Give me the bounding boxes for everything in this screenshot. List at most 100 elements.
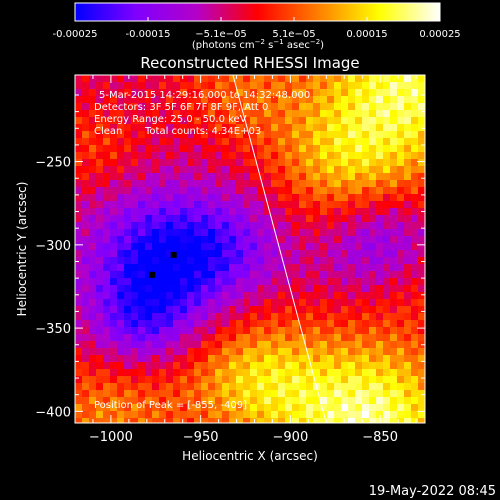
- heatmap-cell: [194, 131, 202, 139]
- heatmap-cell: [173, 89, 181, 97]
- heatmap-cell: [138, 243, 146, 251]
- heatmap-cell: [390, 257, 398, 265]
- heatmap-cell: [257, 264, 265, 272]
- heatmap-cell: [208, 236, 216, 244]
- heatmap-cell: [96, 152, 104, 160]
- heatmap-cell: [222, 404, 230, 412]
- heatmap-cell: [222, 250, 230, 258]
- heatmap-cell: [117, 166, 125, 174]
- heatmap-cell: [173, 138, 181, 146]
- heatmap-cell: [89, 215, 97, 223]
- heatmap-cell: [131, 222, 139, 230]
- heatmap-cell: [89, 194, 97, 202]
- heatmap-cell: [348, 327, 356, 335]
- heatmap-cell: [334, 418, 342, 423]
- heatmap-cell: [390, 313, 398, 321]
- heatmap-cell: [264, 313, 272, 321]
- heatmap-cell: [194, 334, 202, 342]
- heatmap-cell: [222, 390, 230, 398]
- heatmap-cell: [75, 145, 83, 153]
- heatmap-cell: [152, 341, 160, 349]
- heatmap-cell: [243, 236, 251, 244]
- heatmap-cell: [271, 320, 279, 328]
- heatmap-cell: [82, 82, 90, 90]
- heatmap-cell: [341, 180, 349, 188]
- heatmap-cell: [173, 194, 181, 202]
- heatmap-cell: [96, 187, 104, 195]
- heatmap-cell: [313, 173, 321, 181]
- heatmap-cell: [264, 124, 272, 132]
- heatmap-cell: [418, 110, 425, 118]
- heatmap-cell: [110, 292, 118, 300]
- heatmap-cell: [180, 390, 188, 398]
- heatmap-cell: [397, 110, 405, 118]
- heatmap-cell: [82, 201, 90, 209]
- heatmap-cell: [131, 397, 139, 405]
- heatmap-cell: [418, 411, 425, 419]
- heatmap-cell: [124, 264, 132, 272]
- heatmap-cell: [229, 131, 237, 139]
- heatmap-cell: [82, 110, 90, 118]
- heatmap-cell: [271, 138, 279, 146]
- heatmap-cell: [173, 236, 181, 244]
- heatmap-cell: [201, 341, 209, 349]
- heatmap-cell: [299, 138, 307, 146]
- heatmap-cell: [299, 348, 307, 356]
- heatmap-cell: [124, 138, 132, 146]
- heatmap-cell: [222, 334, 230, 342]
- heatmap-cell: [341, 341, 349, 349]
- heatmap-cell: [222, 411, 230, 419]
- heatmap-cell: [187, 229, 195, 237]
- heatmap-cell: [383, 299, 391, 307]
- heatmap-cell: [110, 110, 118, 118]
- heatmap-cell: [257, 257, 265, 265]
- heatmap-cell: [138, 180, 146, 188]
- heatmap-cell: [208, 306, 216, 314]
- heatmap-cell: [390, 96, 398, 104]
- heatmap-cell: [82, 229, 90, 237]
- heatmap-cell: [292, 362, 300, 370]
- x-tick-label: −950: [183, 430, 219, 445]
- heatmap-cell: [369, 334, 377, 342]
- heatmap-cell: [138, 187, 146, 195]
- heatmap-cell: [355, 215, 363, 223]
- heatmap-cell: [96, 411, 104, 419]
- heatmap-cell: [418, 117, 425, 125]
- heatmap-cell: [390, 131, 398, 139]
- heatmap-cell: [348, 159, 356, 167]
- heatmap-cell: [194, 110, 202, 118]
- heatmap-cell: [411, 390, 419, 398]
- heatmap-cell: [313, 418, 321, 423]
- heatmap-cell: [369, 201, 377, 209]
- heatmap-cell: [341, 159, 349, 167]
- heatmap-cell: [110, 341, 118, 349]
- heatmap-cell: [138, 362, 146, 370]
- heatmap-cell: [278, 313, 286, 321]
- heatmap-cell: [320, 215, 328, 223]
- heatmap-cell: [404, 89, 412, 97]
- heatmap-cell: [348, 271, 356, 279]
- heatmap-cell: [376, 278, 384, 286]
- heatmap-cell: [222, 369, 230, 377]
- heatmap-cell: [159, 285, 167, 293]
- heatmap-cell: [173, 75, 181, 83]
- heatmap-cell: [75, 103, 83, 111]
- heatmap-cell: [124, 411, 132, 419]
- heatmap-cell: [89, 152, 97, 160]
- heatmap-cell: [264, 131, 272, 139]
- heatmap-cell: [236, 341, 244, 349]
- heatmap-cell: [208, 285, 216, 293]
- heatmap-cell: [166, 215, 174, 223]
- heatmap-cell: [215, 313, 223, 321]
- heatmap-cell: [397, 355, 405, 363]
- heatmap-cell: [334, 376, 342, 384]
- heatmap-cell: [320, 194, 328, 202]
- heatmap-cell: [313, 369, 321, 377]
- heatmap-cell: [208, 215, 216, 223]
- heatmap-cell: [376, 117, 384, 125]
- heatmap-cell: [313, 376, 321, 384]
- heatmap-cell: [236, 278, 244, 286]
- heatmap-cell: [383, 362, 391, 370]
- heatmap-cell: [201, 418, 209, 423]
- heatmap-cell: [292, 313, 300, 321]
